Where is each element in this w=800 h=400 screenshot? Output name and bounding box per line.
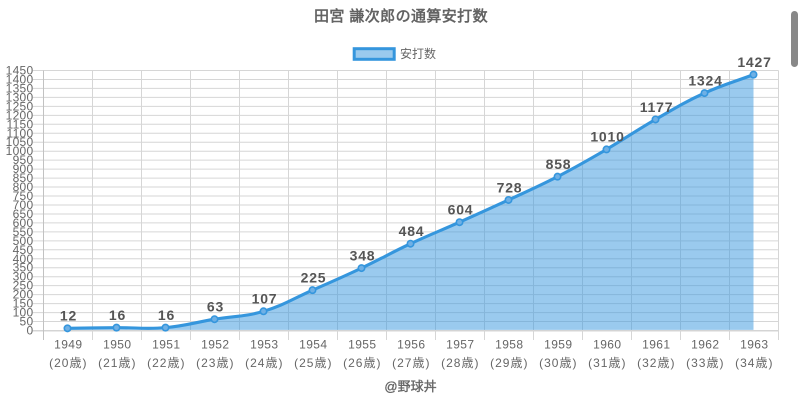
svg-text:800: 800 bbox=[13, 180, 34, 194]
svg-text:1427: 1427 bbox=[737, 54, 771, 70]
svg-text:(27歳): (27歳) bbox=[392, 356, 430, 370]
svg-text:1177: 1177 bbox=[640, 99, 674, 115]
svg-text:600: 600 bbox=[13, 216, 34, 230]
svg-text:250: 250 bbox=[13, 279, 34, 293]
svg-text:(32歳): (32歳) bbox=[637, 356, 675, 370]
svg-text:300: 300 bbox=[13, 270, 34, 284]
svg-text:1450: 1450 bbox=[6, 64, 34, 78]
svg-text:900: 900 bbox=[13, 162, 34, 176]
svg-text:1400: 1400 bbox=[6, 72, 34, 86]
svg-text:604: 604 bbox=[448, 202, 474, 218]
svg-text:1050: 1050 bbox=[6, 135, 34, 149]
svg-text:田宮 謙次郎の通算安打数: 田宮 謙次郎の通算安打数 bbox=[314, 7, 489, 25]
svg-text:400: 400 bbox=[13, 252, 34, 266]
svg-text:700: 700 bbox=[13, 198, 34, 212]
svg-text:(25歳): (25歳) bbox=[294, 356, 332, 370]
svg-text:1960: 1960 bbox=[593, 338, 621, 352]
svg-text:1954: 1954 bbox=[299, 338, 327, 352]
svg-text:100: 100 bbox=[13, 306, 34, 320]
svg-text:650: 650 bbox=[13, 207, 34, 221]
svg-text:1961: 1961 bbox=[642, 338, 670, 352]
svg-text:(31歳): (31歳) bbox=[588, 356, 626, 370]
svg-text:1952: 1952 bbox=[201, 338, 229, 352]
svg-text:1250: 1250 bbox=[6, 99, 34, 113]
svg-text:16: 16 bbox=[109, 307, 126, 323]
svg-text:(23歳): (23歳) bbox=[196, 356, 234, 370]
svg-text:500: 500 bbox=[13, 234, 34, 248]
svg-text:(29歳): (29歳) bbox=[490, 356, 528, 370]
svg-text:850: 850 bbox=[13, 171, 34, 185]
svg-text:(34歳): (34歳) bbox=[735, 356, 773, 370]
svg-text:63: 63 bbox=[207, 299, 224, 315]
svg-text:1100: 1100 bbox=[6, 126, 33, 140]
svg-text:1958: 1958 bbox=[495, 338, 523, 352]
svg-text:1324: 1324 bbox=[688, 72, 722, 88]
svg-text:1959: 1959 bbox=[544, 338, 572, 352]
svg-text:750: 750 bbox=[13, 189, 34, 203]
svg-text:1010: 1010 bbox=[590, 129, 624, 145]
svg-text:12: 12 bbox=[60, 308, 77, 324]
svg-text:1000: 1000 bbox=[6, 144, 34, 158]
svg-text:(24歳): (24歳) bbox=[245, 356, 283, 370]
svg-text:1953: 1953 bbox=[250, 338, 278, 352]
svg-text:550: 550 bbox=[13, 225, 34, 239]
svg-text:200: 200 bbox=[13, 288, 34, 302]
svg-text:450: 450 bbox=[13, 243, 34, 257]
svg-text:1963: 1963 bbox=[740, 338, 768, 352]
svg-text:1962: 1962 bbox=[691, 338, 719, 352]
svg-text:484: 484 bbox=[399, 223, 425, 239]
svg-text:0: 0 bbox=[27, 324, 34, 338]
svg-text:(22歳): (22歳) bbox=[147, 356, 185, 370]
svg-text:1955: 1955 bbox=[348, 338, 376, 352]
svg-text:(20歳): (20歳) bbox=[49, 356, 87, 370]
svg-text:225: 225 bbox=[301, 269, 327, 285]
svg-text:950: 950 bbox=[13, 153, 34, 167]
svg-text:348: 348 bbox=[350, 247, 376, 263]
svg-text:(21歳): (21歳) bbox=[98, 356, 136, 370]
svg-text:16: 16 bbox=[158, 307, 175, 323]
svg-text:1956: 1956 bbox=[397, 338, 425, 352]
svg-text:1951: 1951 bbox=[152, 338, 180, 352]
svg-text:1957: 1957 bbox=[446, 338, 474, 352]
svg-text:(33歳): (33歳) bbox=[686, 356, 724, 370]
svg-text:858: 858 bbox=[546, 156, 572, 172]
svg-text:1950: 1950 bbox=[103, 338, 131, 352]
svg-text:728: 728 bbox=[497, 179, 523, 195]
svg-text:350: 350 bbox=[13, 261, 34, 275]
svg-text:107: 107 bbox=[252, 291, 278, 307]
svg-text:安打数: 安打数 bbox=[400, 46, 436, 61]
svg-text:1150: 1150 bbox=[6, 117, 33, 131]
svg-text:50: 50 bbox=[20, 315, 34, 329]
svg-text:1949: 1949 bbox=[54, 338, 82, 352]
svg-text:(26歳): (26歳) bbox=[343, 356, 381, 370]
svg-text:1350: 1350 bbox=[6, 81, 34, 95]
svg-text:1300: 1300 bbox=[6, 90, 34, 104]
svg-text:1200: 1200 bbox=[6, 108, 34, 122]
svg-text:@野球丼: @野球丼 bbox=[384, 379, 436, 394]
svg-text:150: 150 bbox=[13, 297, 34, 311]
svg-text:(30歳): (30歳) bbox=[539, 356, 577, 370]
svg-text:(28歳): (28歳) bbox=[441, 356, 479, 370]
